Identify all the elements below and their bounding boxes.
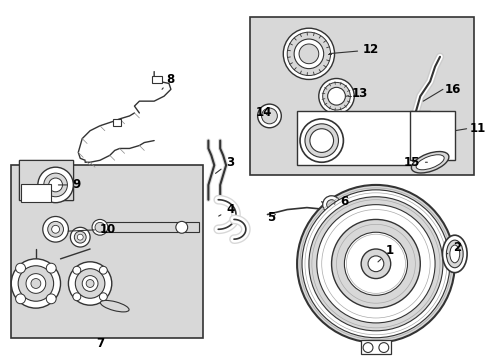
Circle shape: [378, 343, 388, 352]
Circle shape: [38, 167, 73, 203]
Bar: [152, 76, 162, 84]
Circle shape: [327, 87, 345, 105]
Text: 12: 12: [329, 44, 379, 57]
Bar: [21, 184, 51, 202]
Circle shape: [73, 293, 81, 301]
Text: 15: 15: [403, 156, 427, 169]
Circle shape: [86, 280, 94, 287]
Circle shape: [297, 185, 454, 343]
Circle shape: [326, 200, 336, 210]
Circle shape: [92, 220, 108, 235]
Text: 8: 8: [162, 73, 174, 89]
Circle shape: [283, 28, 334, 80]
Circle shape: [293, 39, 323, 69]
Bar: [409, 111, 454, 160]
Text: 7: 7: [96, 337, 104, 350]
Text: 4: 4: [218, 203, 234, 216]
Bar: [19, 160, 73, 200]
Circle shape: [11, 259, 61, 308]
Circle shape: [95, 222, 104, 232]
Circle shape: [318, 78, 353, 114]
Circle shape: [363, 343, 372, 352]
Text: 6: 6: [334, 195, 348, 208]
Circle shape: [70, 227, 90, 247]
Circle shape: [344, 232, 407, 295]
Circle shape: [99, 266, 107, 274]
Circle shape: [77, 234, 83, 240]
Circle shape: [52, 225, 60, 233]
Circle shape: [74, 231, 86, 243]
Circle shape: [257, 104, 281, 128]
Text: 9: 9: [58, 179, 81, 192]
Ellipse shape: [100, 300, 129, 312]
Bar: [19, 160, 73, 200]
Circle shape: [16, 263, 25, 273]
Circle shape: [261, 108, 277, 124]
Bar: [361, 340, 390, 355]
Text: 10: 10: [68, 223, 116, 236]
Circle shape: [31, 279, 41, 288]
Bar: [297, 111, 429, 165]
Circle shape: [286, 32, 330, 76]
Ellipse shape: [446, 240, 462, 268]
Circle shape: [49, 178, 62, 192]
Circle shape: [46, 294, 56, 304]
Circle shape: [73, 266, 81, 274]
Circle shape: [300, 119, 343, 162]
Circle shape: [26, 274, 46, 293]
Circle shape: [302, 190, 449, 338]
Circle shape: [308, 197, 442, 331]
Bar: [95, 222, 198, 232]
Text: 16: 16: [444, 83, 460, 96]
Circle shape: [176, 221, 187, 233]
Text: 11: 11: [468, 122, 485, 135]
Bar: [249, 17, 473, 175]
Circle shape: [18, 266, 54, 301]
Text: 2: 2: [446, 240, 460, 254]
Text: 13: 13: [346, 87, 367, 100]
Circle shape: [46, 263, 56, 273]
Text: 5: 5: [267, 211, 275, 224]
Bar: [113, 119, 121, 126]
Ellipse shape: [442, 235, 466, 273]
Circle shape: [68, 262, 112, 305]
Circle shape: [331, 220, 419, 308]
Circle shape: [322, 82, 349, 110]
Text: 1: 1: [377, 244, 393, 262]
Text: 3: 3: [215, 156, 234, 174]
Circle shape: [309, 129, 333, 152]
Circle shape: [361, 249, 390, 279]
Circle shape: [299, 44, 318, 64]
Circle shape: [305, 124, 338, 157]
Circle shape: [322, 196, 340, 213]
Circle shape: [16, 294, 25, 304]
Circle shape: [82, 276, 98, 291]
Circle shape: [316, 204, 434, 323]
Text: 14: 14: [255, 107, 271, 120]
Circle shape: [99, 293, 107, 301]
Bar: [11, 165, 203, 338]
Circle shape: [48, 221, 63, 237]
Ellipse shape: [415, 155, 443, 170]
Circle shape: [75, 269, 104, 298]
Circle shape: [367, 256, 383, 272]
Circle shape: [42, 216, 68, 242]
Ellipse shape: [410, 152, 448, 173]
Circle shape: [44, 173, 67, 197]
Ellipse shape: [449, 245, 459, 263]
